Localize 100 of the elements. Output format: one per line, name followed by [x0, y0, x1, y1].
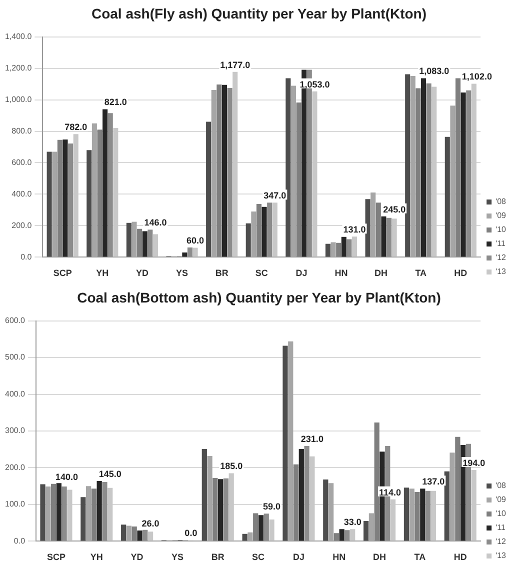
bar — [68, 144, 74, 257]
bar — [228, 473, 234, 541]
bar — [251, 212, 256, 257]
x-tick-label: YS — [176, 268, 188, 278]
data-label: 1,083.0 — [419, 66, 450, 76]
y-tick-label: 1,400.0 — [4, 32, 32, 42]
legend-label: '10 — [496, 225, 507, 234]
data-label: 231.0 — [300, 434, 324, 444]
bar — [269, 520, 274, 541]
x-tick-label: TA — [415, 268, 428, 278]
bar — [420, 488, 426, 541]
x-tick-label: SCP — [53, 268, 72, 278]
bar — [334, 533, 339, 541]
bar — [148, 532, 154, 541]
data-label: 59.0 — [263, 502, 281, 512]
bar — [102, 482, 108, 541]
bar — [211, 90, 216, 257]
bar — [40, 484, 46, 541]
bar — [80, 497, 86, 541]
bar — [187, 247, 192, 257]
bar — [57, 140, 62, 257]
bar — [264, 514, 269, 541]
bar — [56, 483, 62, 541]
x-tick-label: DJ — [292, 552, 304, 562]
bar — [364, 520, 369, 541]
legend-label: '11 — [496, 523, 506, 532]
bar — [471, 470, 476, 541]
bar — [121, 524, 126, 541]
data-label: 145.0 — [98, 468, 122, 479]
bar — [344, 530, 350, 541]
x-tick-label: BR — [211, 552, 225, 562]
bar — [455, 78, 461, 257]
bar — [426, 83, 432, 257]
bar — [223, 478, 229, 541]
y-tick-label: 200.0 — [12, 220, 32, 230]
bar — [410, 76, 416, 257]
data-label: 140.0 — [55, 472, 78, 482]
y-tick-label: 300.0 — [4, 426, 26, 436]
bar — [108, 488, 113, 541]
x-tick-label: YS — [171, 552, 184, 562]
bar — [62, 139, 68, 257]
y-tick-label: 1,200.0 — [4, 63, 32, 72]
bar — [336, 242, 342, 257]
bar — [310, 456, 315, 541]
bar — [466, 90, 472, 257]
bar — [330, 242, 336, 257]
data-label: 185.0 — [220, 461, 243, 472]
bar — [414, 492, 420, 541]
data-label: 146.0 — [144, 218, 167, 228]
bar — [108, 113, 113, 257]
bar — [256, 204, 262, 257]
bar — [430, 490, 436, 541]
bar — [52, 152, 58, 257]
bar — [73, 134, 78, 257]
bar — [286, 78, 291, 257]
bar — [471, 84, 476, 257]
legend-label: '08 — [496, 197, 507, 206]
bar — [202, 449, 207, 541]
legend-label: '10 — [496, 509, 507, 518]
bar — [126, 526, 132, 541]
x-tick-label: HD — [454, 268, 468, 278]
chart-title: Coal ash(Bottom ash) Quantity per Year by Plant(Kton) — [77, 289, 441, 306]
data-label: 137.0 — [422, 476, 445, 487]
bar — [258, 515, 264, 541]
bar — [376, 202, 381, 257]
x-tick-label: SCP — [46, 552, 66, 562]
bar — [312, 91, 318, 257]
bar — [405, 74, 410, 257]
bar — [365, 199, 370, 257]
bar — [432, 86, 437, 257]
bar — [304, 446, 310, 541]
y-tick-label: 1,000.0 — [4, 94, 32, 104]
bar — [352, 236, 358, 257]
legend-label: '13 — [496, 551, 507, 560]
bar — [381, 216, 386, 257]
bar — [341, 236, 346, 257]
bar — [137, 228, 142, 257]
bar — [132, 526, 137, 541]
x-tick-label: BR — [215, 268, 229, 278]
bar — [132, 222, 137, 257]
bar — [450, 452, 455, 541]
bar — [91, 488, 97, 541]
data-label: 131.0 — [343, 224, 366, 235]
bar — [325, 244, 330, 257]
bar — [450, 106, 456, 257]
x-tick-label: DJ — [296, 268, 308, 278]
bar — [444, 136, 450, 257]
legend-label: '12 — [496, 537, 507, 546]
bar — [293, 464, 299, 541]
bar — [282, 346, 288, 541]
bar — [409, 488, 414, 541]
bar — [86, 486, 92, 541]
bar — [126, 222, 132, 257]
bar — [152, 234, 158, 257]
bar — [97, 130, 102, 257]
bar — [416, 88, 421, 257]
x-tick-label: YD — [136, 268, 149, 278]
bar — [192, 248, 198, 257]
bar — [232, 72, 238, 257]
data-label: 33.0 — [344, 517, 362, 528]
